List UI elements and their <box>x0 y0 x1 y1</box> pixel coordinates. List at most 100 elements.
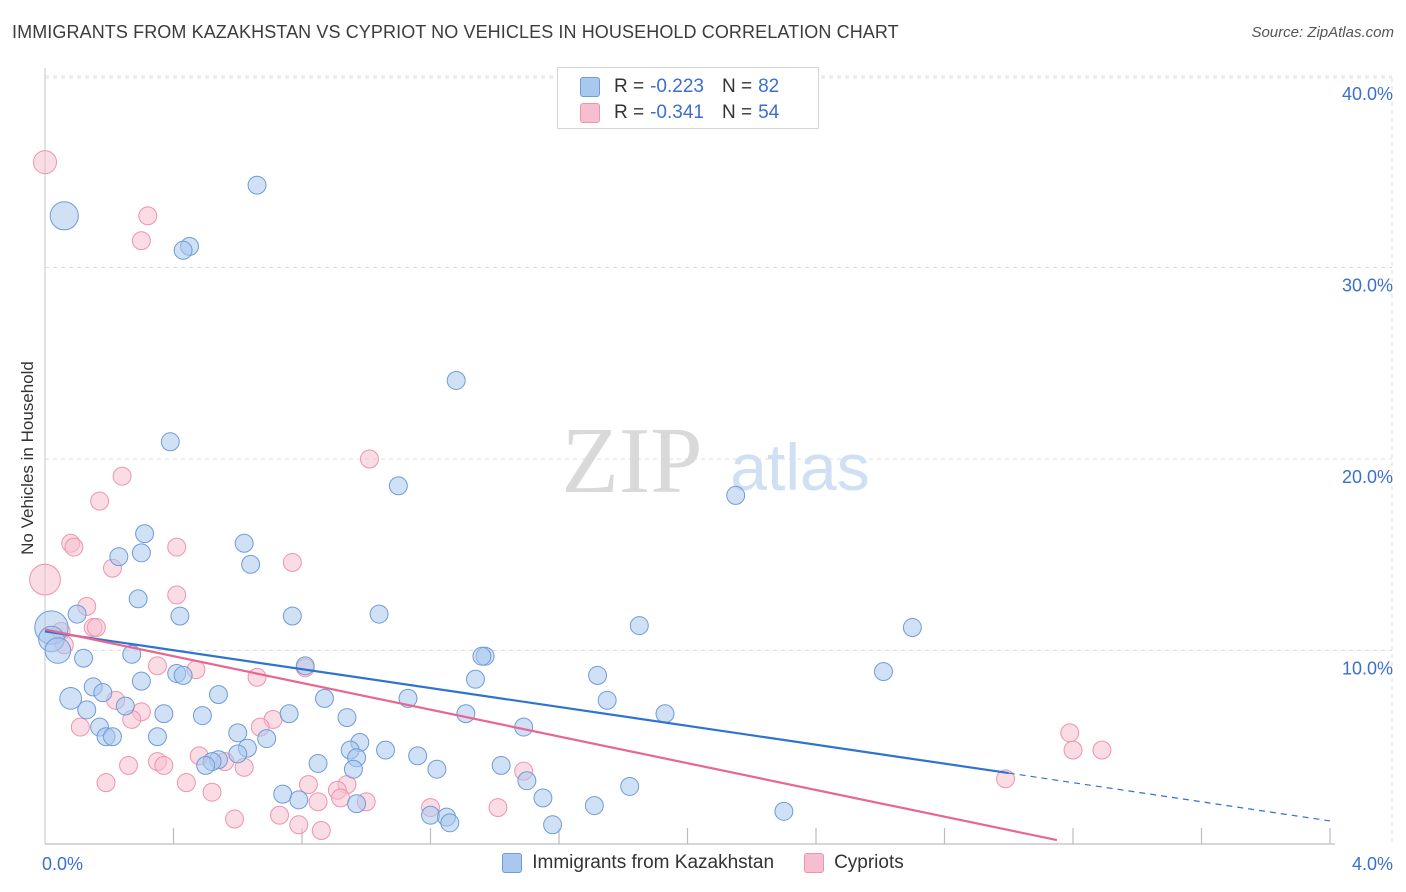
cypriots-point <box>131 231 151 251</box>
kazakhstan-point <box>173 665 193 685</box>
kazakhstan-point <box>192 706 212 726</box>
cypriots-point <box>32 150 58 175</box>
trend-lines <box>44 628 1331 842</box>
correlation-legend: R = -0.223 N = 82 R = -0.341 N = 54 <box>557 67 819 129</box>
x-tick-label: 4.0% <box>1352 854 1393 874</box>
kazakhstan-points <box>34 175 922 835</box>
cypriots-point <box>167 537 187 557</box>
cypriots-point <box>64 537 84 557</box>
y-tick-label: 10.0% <box>1342 659 1393 679</box>
kazakhstan-point <box>315 688 334 708</box>
kazakhstan-point <box>49 201 79 231</box>
cypriots-point <box>247 667 267 687</box>
y-tick-label: 40.0% <box>1342 84 1393 104</box>
cypriots-point <box>112 466 132 486</box>
kazakhstan-point <box>154 704 174 724</box>
legend-n-value: 82 <box>758 76 780 97</box>
cypriots-point <box>90 491 110 511</box>
cypriots-point <box>202 782 222 802</box>
cypriots-point <box>29 563 61 596</box>
kazakhstan-point <box>67 604 87 624</box>
kazakhstan-point <box>337 708 357 727</box>
series-legend-cypriots[interactable]: Cypriots <box>804 852 904 874</box>
series-swatch-blue <box>502 853 523 873</box>
cypriots-point <box>488 798 508 817</box>
kazakhstan-point <box>257 729 277 749</box>
kazakhstan-point <box>774 801 794 821</box>
kazakhstan-point <box>427 759 447 779</box>
kazakhstan-point <box>228 744 248 764</box>
kazakhstan-point <box>588 665 608 685</box>
cypriots-point <box>1063 740 1083 760</box>
kazakhstan-point <box>279 704 299 724</box>
kazakhstan-point <box>59 686 83 710</box>
kazakhstan-point <box>77 700 97 720</box>
kazakhstan-point <box>655 704 675 724</box>
kazakhstan-point <box>308 754 328 773</box>
kazakhstan-point <box>44 637 72 664</box>
kazakhstan-point <box>466 669 485 689</box>
series-legend-kazakhstan[interactable]: Immigrants from Kazakhstan <box>502 852 774 874</box>
kazakhstan-point <box>902 618 922 637</box>
kazakhstan-point <box>122 644 142 664</box>
kazakhstan-point <box>543 815 563 835</box>
kazakhstan-point <box>533 788 553 808</box>
cypriots-point <box>225 809 244 829</box>
cypriots-point <box>70 717 90 737</box>
kazakhstan-point <box>160 432 180 452</box>
kazakhstan-point <box>273 784 293 804</box>
grid-layer <box>45 75 1393 844</box>
kazakhstan-point <box>597 690 617 710</box>
kazakhstan-point <box>629 616 649 636</box>
kazakhstan-point <box>472 646 492 666</box>
y-tick-label: 20.0% <box>1342 467 1393 487</box>
kazakhstan-point <box>343 759 363 779</box>
legend-r-value: -0.341 <box>650 102 704 123</box>
kazakhstan-trend-extension <box>1008 772 1331 822</box>
legend-r-label: R = <box>614 76 645 97</box>
kazakhstan-point <box>282 606 302 626</box>
x-tick-label: 0.0% <box>42 854 83 874</box>
kazakhstan-point <box>147 727 167 747</box>
legend-r-value: -0.223 <box>650 76 704 97</box>
tick-labels: 10.0% 20.0% 30.0% 40.0% 0.0% 4.0% <box>42 84 1393 874</box>
watermark-atlas: atlas <box>730 430 869 504</box>
kazakhstan-point <box>170 606 190 626</box>
series-swatch-pink <box>804 853 825 873</box>
kazakhstan-point <box>421 805 440 825</box>
cypriots-point <box>176 773 196 793</box>
legend-row-cypriots: R = -0.341 N = 54 <box>580 100 779 126</box>
kazakhstan-point <box>398 688 418 708</box>
kazakhstan-point <box>517 771 537 791</box>
cypriots-point <box>154 755 174 775</box>
cypriots-point <box>298 775 318 795</box>
legend-row-kazakhstan: R = -0.223 N = 82 <box>580 74 779 100</box>
kazakhstan-point <box>241 554 261 574</box>
cypriots-point <box>360 449 379 469</box>
kazakhstan-point <box>103 727 122 747</box>
cypriots-point <box>331 788 351 808</box>
cypriots-point <box>138 206 158 226</box>
legend-n-label: N = <box>721 102 753 123</box>
kazakhstan-point <box>131 543 151 563</box>
kazakhstan-point <box>874 662 893 682</box>
kazakhstan-point <box>74 648 94 668</box>
cypriots-point <box>289 815 309 835</box>
cypriots-point <box>167 585 187 605</box>
cypriots-points <box>29 150 1112 840</box>
kazakhstan-point <box>584 796 604 816</box>
cypriots-point <box>996 769 1015 789</box>
series-legend-label: Immigrants from Kazakhstan <box>532 852 775 873</box>
kazakhstan-point <box>93 683 113 703</box>
chart-title: IMMIGRANTS FROM KAZAKHSTAN VS CYPRIOT NO… <box>12 22 899 42</box>
kazakhstan-point <box>234 533 254 553</box>
kazakhstan-point <box>228 723 248 743</box>
kazakhstan-point <box>115 696 135 716</box>
legend-swatch-pink <box>580 103 600 123</box>
kazakhstan-point <box>376 740 395 760</box>
series-legend-label: Cypriots <box>834 852 904 873</box>
axis-layer <box>44 68 1335 845</box>
kazakhstan-point <box>173 240 193 260</box>
watermark-zip: ZIP <box>562 409 703 513</box>
cypriots-point <box>311 821 331 840</box>
